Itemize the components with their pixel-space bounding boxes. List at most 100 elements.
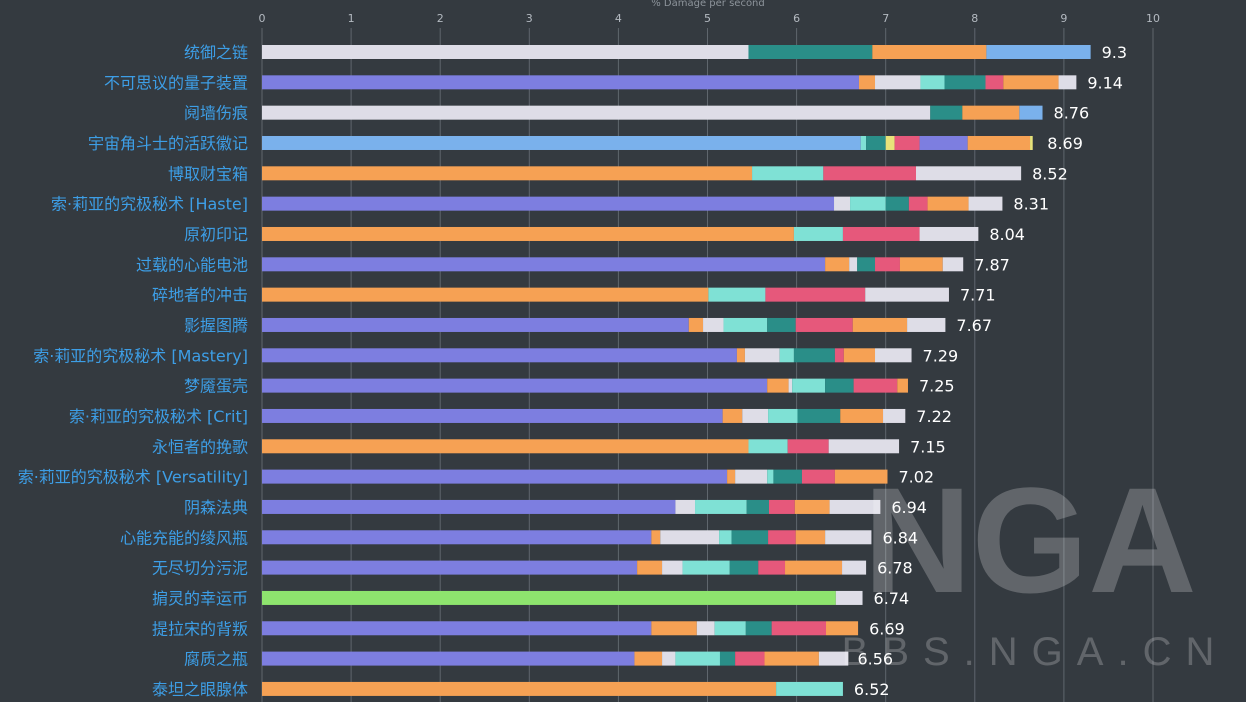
category-label: 碎地者的冲击 <box>152 286 248 305</box>
category-label: 原初印记 <box>184 225 248 244</box>
bar-segment <box>825 378 854 393</box>
bar-segment <box>768 530 796 545</box>
bar-segment <box>262 530 652 545</box>
x-axis: % Damage per second 0 1 2 3 4 5 6 7 8 9 10 <box>259 0 1161 25</box>
bar-segment <box>865 287 949 302</box>
category-label: 宇宙角斗士的活跃徽记 <box>88 134 248 153</box>
bar-segment <box>662 651 676 666</box>
bar-segment <box>695 499 747 514</box>
bar-segment <box>797 408 841 423</box>
x-axis-title: % Damage per second <box>651 0 765 9</box>
bar-segment <box>825 530 872 545</box>
total-value-label: 7.29 <box>923 346 959 365</box>
bar-segment <box>930 105 963 120</box>
bar-segment <box>768 408 798 423</box>
bar-segment <box>885 135 895 150</box>
bar-segment <box>843 348 876 363</box>
bar-segment <box>262 681 777 696</box>
bar-segment <box>962 105 1020 120</box>
bar-row <box>262 590 863 605</box>
bar-segment <box>852 317 908 332</box>
bar-segment <box>651 530 661 545</box>
bar-segment <box>262 590 836 605</box>
category-label: 阋墙伤痕 <box>184 104 248 123</box>
bar-segment <box>920 75 945 90</box>
bar-row <box>262 226 979 241</box>
bar-segment <box>746 499 769 514</box>
x-tick-label: 4 <box>615 12 622 25</box>
bar-row <box>262 287 949 302</box>
x-tick-label: 2 <box>437 12 444 25</box>
bar-segment <box>735 651 765 666</box>
bar-segment <box>944 75 986 90</box>
bar-segment <box>795 530 826 545</box>
bar-segment <box>262 378 768 393</box>
bar-segment <box>986 45 1091 59</box>
bar-row <box>262 105 1043 120</box>
bar-segment <box>771 621 827 636</box>
bars <box>262 45 1091 696</box>
bar-segment <box>744 348 780 363</box>
bar-row <box>262 378 908 393</box>
bar-row <box>262 621 859 636</box>
bar-segment <box>262 287 709 302</box>
total-value-label: 7.15 <box>910 437 946 456</box>
bar-segment <box>719 651 736 666</box>
bar-row <box>262 196 1003 211</box>
x-tick-label: 10 <box>1146 12 1160 25</box>
x-tick-label: 8 <box>971 12 978 25</box>
bar-segment <box>262 135 861 150</box>
total-value-label: 9.14 <box>1087 73 1123 92</box>
bar-segment <box>834 196 851 211</box>
bar-segment <box>792 378 826 393</box>
bar-segment <box>968 196 1003 211</box>
bar-segment <box>714 621 746 636</box>
bar-segment <box>776 681 843 696</box>
bar-segment <box>842 226 920 241</box>
category-label: 不可思议的量子装置 <box>104 73 248 92</box>
bar-segment <box>875 257 900 272</box>
category-label: 索·莉亚的究极秘术 [Mastery] <box>33 346 248 365</box>
category-label: 阴森法典 <box>184 498 248 517</box>
bar-segment <box>942 257 964 272</box>
bar-segment <box>875 348 912 363</box>
x-tick-label: 3 <box>526 12 533 25</box>
bar-segment <box>835 590 863 605</box>
bar-segment <box>634 651 663 666</box>
bar-segment <box>885 196 909 211</box>
bar-segment <box>731 530 769 545</box>
total-value-label: 6.69 <box>869 619 905 638</box>
bar-segment <box>727 469 736 484</box>
bar-segment <box>883 408 906 423</box>
watermark-subtext: BBS.NGA.CN <box>842 630 1229 674</box>
bar-segment <box>793 348 835 363</box>
category-label: 心能充能的绫风瓶 <box>120 528 248 547</box>
bar-segment <box>785 560 843 575</box>
category-label: 索·莉亚的究极秘术 [Haste] <box>51 195 248 214</box>
bar-segment <box>828 439 900 454</box>
bar-segment <box>834 469 888 484</box>
bar-row <box>262 75 1077 90</box>
total-value-label: 8.76 <box>1054 104 1090 123</box>
bar-segment <box>1058 75 1077 90</box>
bar-segment <box>708 287 766 302</box>
bar-segment <box>967 135 1031 150</box>
bar-row <box>262 408 906 423</box>
bar-segment <box>735 469 768 484</box>
total-value-label: 8.52 <box>1032 164 1068 183</box>
bar-segment <box>897 378 908 393</box>
bar-segment <box>1003 75 1059 90</box>
bar-segment <box>637 560 663 575</box>
bar-segment <box>748 45 873 59</box>
bar-segment <box>262 621 652 636</box>
category-label: 泰坦之眼腺体 <box>152 680 248 699</box>
bar-row <box>262 681 843 696</box>
category-label: 无尽切分污泥 <box>152 559 248 578</box>
total-value-label: 8.69 <box>1047 134 1083 153</box>
bar-segment <box>1019 105 1043 120</box>
bar-segment <box>765 287 866 302</box>
bar-segment <box>703 317 724 332</box>
category-label: 索·莉亚的究极秘术 [Crit] <box>69 407 248 426</box>
watermark-logo-text: NGA <box>863 456 1196 624</box>
